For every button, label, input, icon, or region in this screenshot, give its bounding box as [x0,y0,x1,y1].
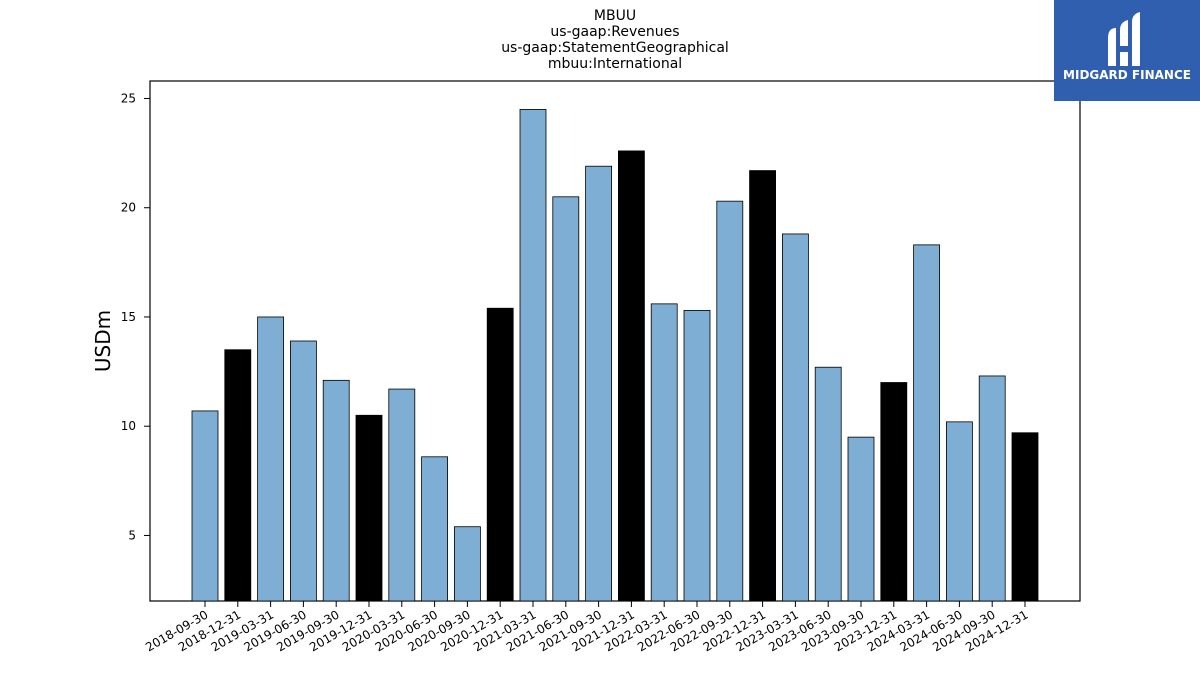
chart-title-line: us-gaap:StatementGeographical [501,40,729,56]
bars [191,109,1039,602]
logo-text: MIDGARD FINANCE [1063,68,1191,82]
bar [913,244,940,602]
bar [585,165,612,602]
y-tick-label: 25 [121,91,136,105]
bar [749,170,776,602]
plot-area [149,80,1081,602]
y-tick-label: 10 [121,419,136,433]
bar [782,233,809,602]
chart-title: MBUUus-gaap:Revenuesus-gaap:StatementGeo… [501,8,729,72]
chart-title-line: us-gaap:Revenues [550,24,679,40]
bar [650,303,678,602]
midgard-finance-logo: MIDGARD FINANCE [1054,0,1200,101]
bar [355,414,383,602]
bar [453,526,481,602]
bar [847,436,875,602]
y-axis: 5 10 15 20 25 [121,91,150,542]
bar [814,366,842,602]
chart-title-line: mbuu:International [548,56,682,72]
y-axis-label: USDm [91,310,115,372]
bar [322,379,350,602]
y-tick-label: 5 [128,528,136,542]
bar [618,150,645,602]
bar [257,316,285,602]
bar [388,388,416,602]
bar [486,307,514,602]
bar [880,382,908,602]
bar [519,109,547,602]
logo-mark-icon [1108,12,1140,66]
y-tick-label: 20 [121,201,136,215]
bar [683,310,711,602]
bar [946,421,973,602]
y-tick-label: 15 [121,310,136,324]
chart-title-line: MBUU [594,8,636,24]
bar [1011,432,1039,602]
x-axis: 2018-09-302018-12-312019-03-312019-06-30… [143,601,1031,654]
bar [716,200,744,602]
bar [224,349,252,602]
bar [289,340,317,602]
bar [421,456,449,602]
bar [978,375,1006,602]
bar [191,410,219,602]
bar [552,196,580,602]
